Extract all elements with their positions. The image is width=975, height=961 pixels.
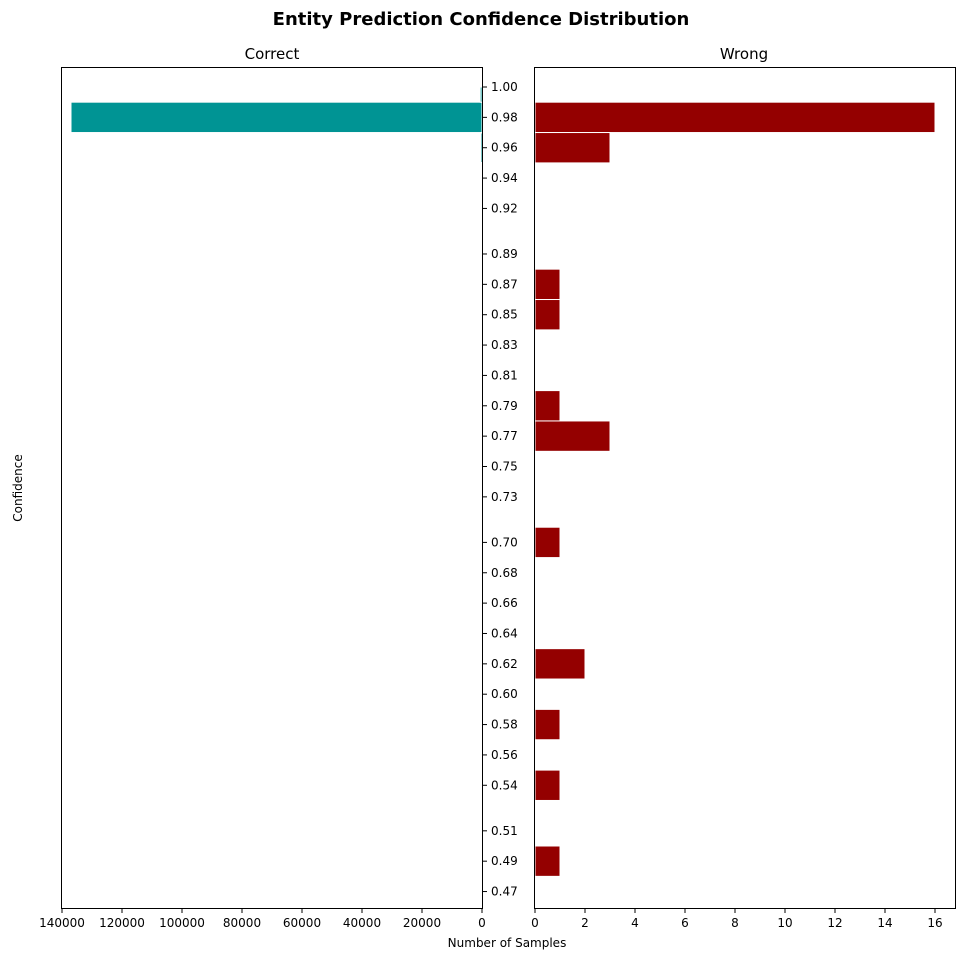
chart-title: Entity Prediction Confidence Distributio… — [273, 9, 690, 30]
wrong-bar-9 — [534, 769, 561, 801]
correct-x-tick-label-4: 80000 — [223, 916, 261, 930]
wrong-x-tick-label-1: 2 — [581, 916, 589, 930]
confidence-tick-label-9: 0.81 — [491, 368, 518, 382]
wrong-bar-6 — [534, 526, 561, 559]
confidence-tick-label-0: 1.00 — [491, 80, 518, 94]
confidence-tick-label-25: 0.47 — [491, 885, 518, 899]
confidence-tick-label-21: 0.56 — [491, 748, 518, 762]
confidence-tick-label-13: 0.73 — [491, 490, 518, 504]
wrong-bar-7 — [534, 648, 586, 680]
wrong-bar-5 — [534, 420, 611, 452]
wrong-x-ticks: 0 2 4 6 8 10 12 14 16 — [531, 908, 943, 930]
confidence-ticks: 1.00 0.98 0.96 0.94 0.92 0.89 0.87 0.85 0.83 0.81… — [482, 80, 518, 899]
wrong-plot-frame — [534, 67, 956, 909]
correct-x-tick-label-3: 60000 — [283, 916, 321, 930]
correct-bar-2 — [480, 132, 483, 164]
confidence-tick-label-10: 0.79 — [491, 399, 518, 413]
confidence-tick-label-3: 0.94 — [491, 171, 518, 185]
wrong-bars — [534, 101, 936, 877]
correct-plot-frame — [61, 67, 483, 909]
wrong-bar-10 — [534, 845, 561, 877]
confidence-tick-label-8: 0.83 — [491, 338, 518, 352]
confidence-tick-label-5: 0.89 — [491, 247, 518, 261]
confidence-tick-label-2: 0.96 — [491, 141, 518, 155]
correct-x-tick-label-7: 140000 — [39, 916, 85, 930]
wrong-x-tick-label-4: 8 — [731, 916, 739, 930]
correct-x-tick-label-5: 100000 — [159, 916, 205, 930]
panel-title-wrong: Wrong — [720, 45, 768, 63]
confidence-tick-label-19: 0.60 — [491, 687, 518, 701]
correct-bars — [70, 86, 483, 164]
confidence-tick-label-14: 0.70 — [491, 535, 518, 549]
correct-x-tick-label-1: 20000 — [403, 916, 441, 930]
panel-title-correct: Correct — [245, 45, 300, 63]
confidence-tick-label-17: 0.64 — [491, 626, 518, 640]
confidence-tick-label-6: 0.87 — [491, 277, 518, 291]
confidence-tick-label-20: 0.58 — [491, 718, 518, 732]
correct-x-tick-label-2: 40000 — [343, 916, 381, 930]
correct-bar-0 — [70, 101, 483, 134]
confidence-tick-label-12: 0.75 — [491, 460, 518, 474]
correct-x-tick-label-6: 120000 — [99, 916, 145, 930]
correct-x-tick-label-0: 0 — [478, 916, 486, 930]
wrong-x-tick-label-8: 16 — [927, 916, 942, 930]
confidence-tick-label-23: 0.51 — [491, 824, 518, 838]
confidence-tick-label-22: 0.54 — [491, 778, 518, 792]
confidence-tick-label-11: 0.77 — [491, 429, 518, 443]
wrong-x-tick-label-7: 14 — [877, 916, 892, 930]
confidence-tick-label-1: 0.98 — [491, 110, 518, 124]
correct-bar-1 — [479, 86, 483, 103]
wrong-x-tick-label-0: 0 — [531, 916, 539, 930]
correct-x-ticks: 0 20000 40000 60000 80000 100000 120000 140000 — [39, 908, 486, 930]
confidence-tick-label-18: 0.62 — [491, 657, 518, 671]
wrong-x-tick-label-2: 4 — [631, 916, 639, 930]
confidence-tick-label-15: 0.68 — [491, 566, 518, 580]
wrong-bar-1 — [534, 132, 611, 164]
y-axis-label: Confidence — [11, 454, 25, 521]
x-axis-label: Number of Samples — [448, 936, 567, 950]
wrong-bar-0 — [534, 101, 936, 134]
wrong-bar-8 — [534, 708, 561, 741]
wrong-x-tick-label-5: 10 — [777, 916, 792, 930]
wrong-bar-4 — [534, 390, 561, 422]
confidence-tick-label-16: 0.66 — [491, 596, 518, 610]
wrong-x-tick-label-6: 12 — [827, 916, 842, 930]
confidence-tick-label-4: 0.92 — [491, 201, 518, 215]
wrong-bar-2 — [534, 268, 561, 301]
wrong-bar-3 — [534, 299, 561, 331]
confidence-tick-label-24: 0.49 — [491, 854, 518, 868]
wrong-x-tick-label-3: 6 — [681, 916, 689, 930]
confidence-tick-label-7: 0.85 — [491, 308, 518, 322]
